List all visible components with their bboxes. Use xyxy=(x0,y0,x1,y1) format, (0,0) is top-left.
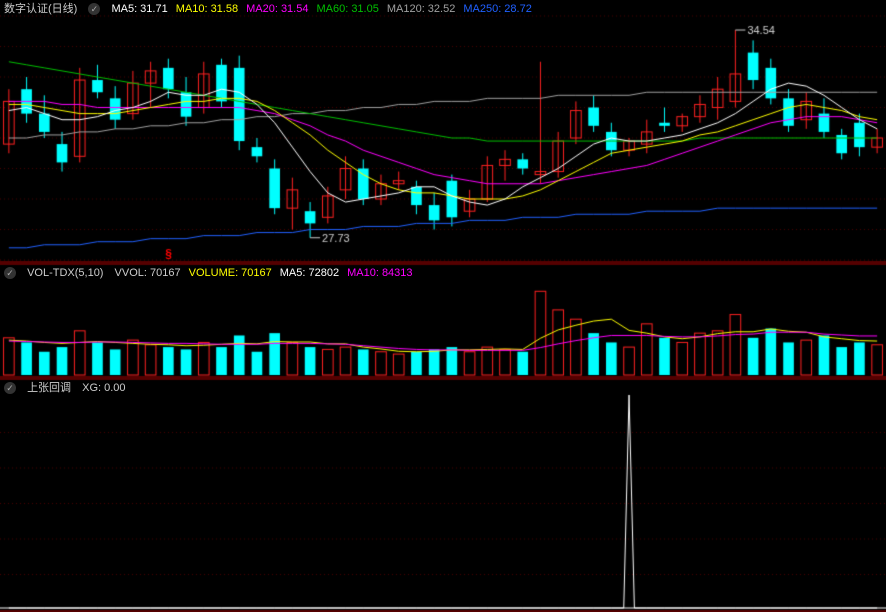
ma-readout: XG: 0.00 xyxy=(82,382,125,394)
stock-chart[interactable] xyxy=(0,0,886,612)
toggle-icon[interactable]: ✓ xyxy=(4,382,16,394)
ma-readout: MA10: 31.58 xyxy=(176,3,238,15)
ma-readout: VOLUME: 70167 xyxy=(189,267,272,279)
ma-readout: MA120: 32.52 xyxy=(387,3,456,15)
ma-readout: VVOL: 70167 xyxy=(115,267,181,279)
price-header: 数字认证(日线) ✓ MA5: 31.71 MA10: 31.58 MA20: 31… xyxy=(4,2,548,16)
ma-readout: MA20: 31.54 xyxy=(246,3,308,15)
price-title: 数字认证(日线) xyxy=(4,3,77,15)
ma-readout: MA5: 72802 xyxy=(280,267,339,279)
ma-readout: MA250: 28.72 xyxy=(463,3,532,15)
ma-readout: MA5: 31.71 xyxy=(111,3,167,15)
ma-readout: MA60: 31.05 xyxy=(316,3,378,15)
volume-header: ✓ VOL-TDX(5,10) VVOL: 70167 VOLUME: 70167… xyxy=(4,266,429,280)
ma-readout: MA10: 84313 xyxy=(347,267,412,279)
indicator-header: ✓ 上张回调 XG: 0.00 xyxy=(4,381,142,395)
ind-title: 上张回调 xyxy=(27,382,71,394)
toggle-icon[interactable]: ✓ xyxy=(88,3,100,15)
toggle-icon[interactable]: ✓ xyxy=(4,267,16,279)
vol-title: VOL-TDX(5,10) xyxy=(27,267,103,279)
